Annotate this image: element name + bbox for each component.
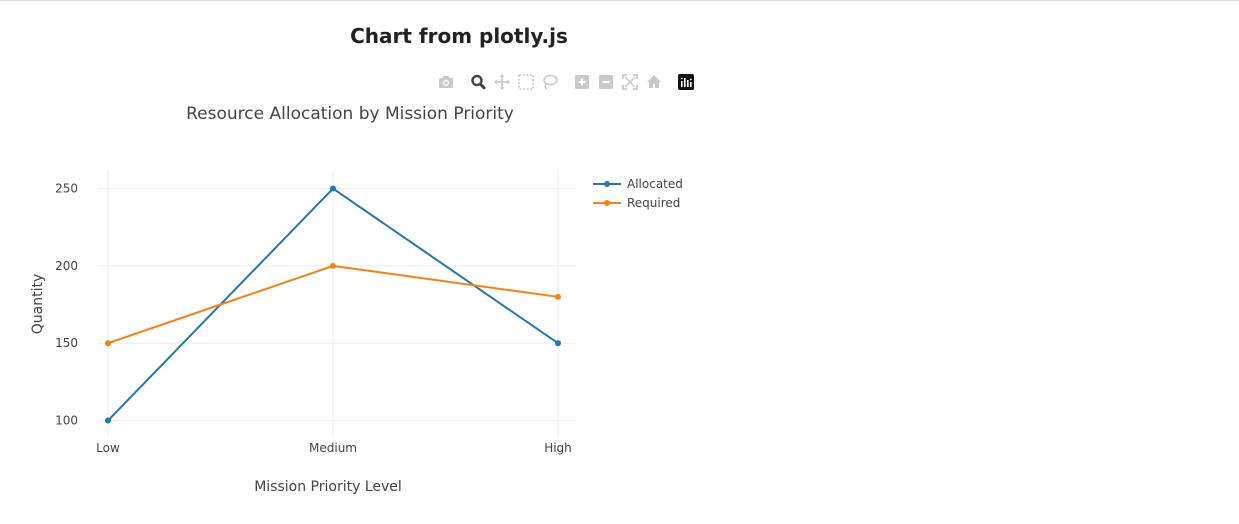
x-axis-title: Mission Priority Level — [254, 479, 402, 495]
legend-swatch-marker — [604, 181, 610, 187]
chart-title: Resource Allocation by Mission Priority — [186, 104, 514, 124]
y-tick-label: 250 — [55, 182, 78, 196]
data-point-allocated[interactable] — [330, 186, 336, 192]
data-point-allocated[interactable] — [105, 418, 111, 424]
legend: Allocated Required — [593, 177, 683, 210]
y-tick-labels: 100 150 200 250 — [55, 182, 78, 428]
legend-swatch-marker — [604, 200, 610, 206]
data-point-required[interactable] — [330, 263, 336, 269]
grid-lines — [98, 170, 577, 436]
y-axis-title: Quantity — [30, 274, 46, 335]
data-point-allocated[interactable] — [555, 340, 561, 346]
legend-item-allocated[interactable]: Allocated — [627, 177, 683, 191]
data-point-required[interactable] — [555, 294, 561, 300]
x-tick-labels: Low Medium High — [96, 441, 572, 455]
data-point-required[interactable] — [105, 340, 111, 346]
y-tick-label: 150 — [55, 336, 78, 350]
y-tick-label: 200 — [55, 259, 78, 273]
x-tick-label: Medium — [309, 441, 357, 455]
legend-item-required[interactable]: Required — [627, 196, 680, 210]
y-tick-label: 100 — [55, 414, 78, 428]
x-tick-label: Low — [96, 441, 120, 455]
x-tick-label: High — [544, 441, 572, 455]
